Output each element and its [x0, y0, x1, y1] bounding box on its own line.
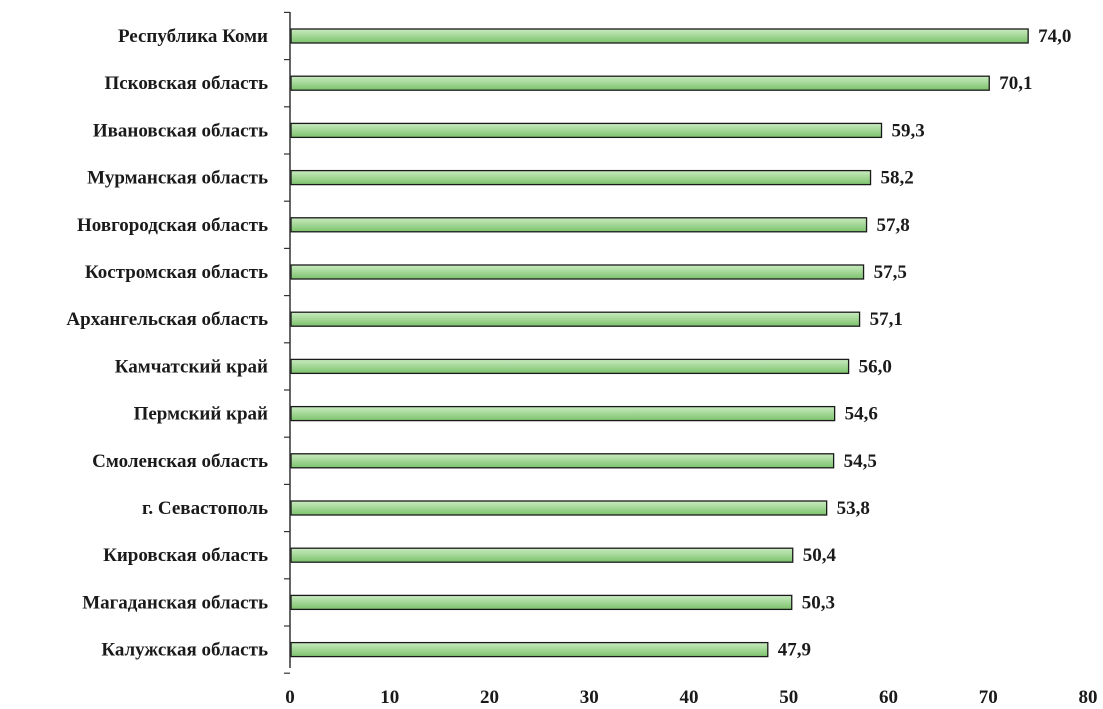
- category-label: Республика Коми: [118, 26, 268, 47]
- bar: [290, 75, 990, 91]
- value-label: 57,8: [877, 215, 910, 236]
- category-label: Калужская область: [101, 640, 268, 661]
- bar: [290, 453, 835, 469]
- category-label: Магаданская область: [82, 592, 268, 613]
- value-label: 53,8: [837, 498, 870, 519]
- value-label: 50,3: [802, 592, 835, 613]
- bar: [290, 217, 868, 233]
- x-tick-label: 10: [380, 687, 399, 708]
- bar: [290, 169, 872, 186]
- value-label: 56,0: [859, 356, 892, 377]
- category-label: г. Севастополь: [142, 498, 268, 519]
- bar: [290, 500, 828, 516]
- bar: [290, 358, 850, 375]
- bar: [290, 547, 794, 563]
- x-tick-label: 80: [1079, 687, 1098, 708]
- bar: [290, 641, 769, 658]
- value-label: 47,9: [778, 640, 811, 661]
- category-label: Архангельская область: [66, 309, 268, 330]
- category-label: Новгородская область: [77, 215, 268, 236]
- category-label: Псковская область: [104, 73, 268, 94]
- category-label: Камчатский край: [115, 356, 268, 377]
- value-label: 57,5: [874, 262, 907, 283]
- value-label: 59,3: [892, 120, 925, 141]
- category-label: Кировская область: [103, 545, 268, 566]
- value-label: 54,5: [844, 451, 877, 472]
- value-label: 50,4: [803, 545, 837, 566]
- bars-layer: [290, 28, 1029, 658]
- category-label: Смоленская область: [92, 451, 268, 472]
- value-label: 54,6: [845, 404, 878, 425]
- value-label: 70,1: [999, 73, 1032, 94]
- value-labels: 74,0 70,1 59,3 58,2 57,8 57,5 57,1 56,0 54,6 54,5…: [778, 26, 1072, 661]
- value-label: 74,0: [1038, 26, 1071, 47]
- value-label: 57,1: [870, 309, 903, 330]
- x-tick-label: 50: [779, 687, 798, 708]
- category-label: Костромская область: [85, 262, 268, 283]
- category-label: Пермский край: [134, 404, 268, 425]
- bar: [290, 594, 793, 611]
- x-tick-label: 40: [680, 687, 699, 708]
- category-label: Мурманская область: [87, 168, 268, 189]
- axes: 0 10 20 30 40 50 60 70 80: [284, 11, 1098, 708]
- x-tick-label: 0: [285, 687, 295, 708]
- category-labels: Республика Коми Псковская область Ивановск…: [66, 26, 268, 661]
- category-label: Ивановская область: [93, 120, 268, 141]
- x-tick-label: 60: [879, 687, 898, 708]
- bar: [290, 28, 1029, 44]
- bar: [290, 264, 865, 280]
- bar: [290, 122, 883, 139]
- x-tick-label: 30: [580, 687, 599, 708]
- value-label: 58,2: [881, 168, 914, 189]
- bar: [290, 405, 836, 422]
- bar: [290, 311, 861, 327]
- x-tick-label: 70: [979, 687, 998, 708]
- x-tick-label: 20: [480, 687, 499, 708]
